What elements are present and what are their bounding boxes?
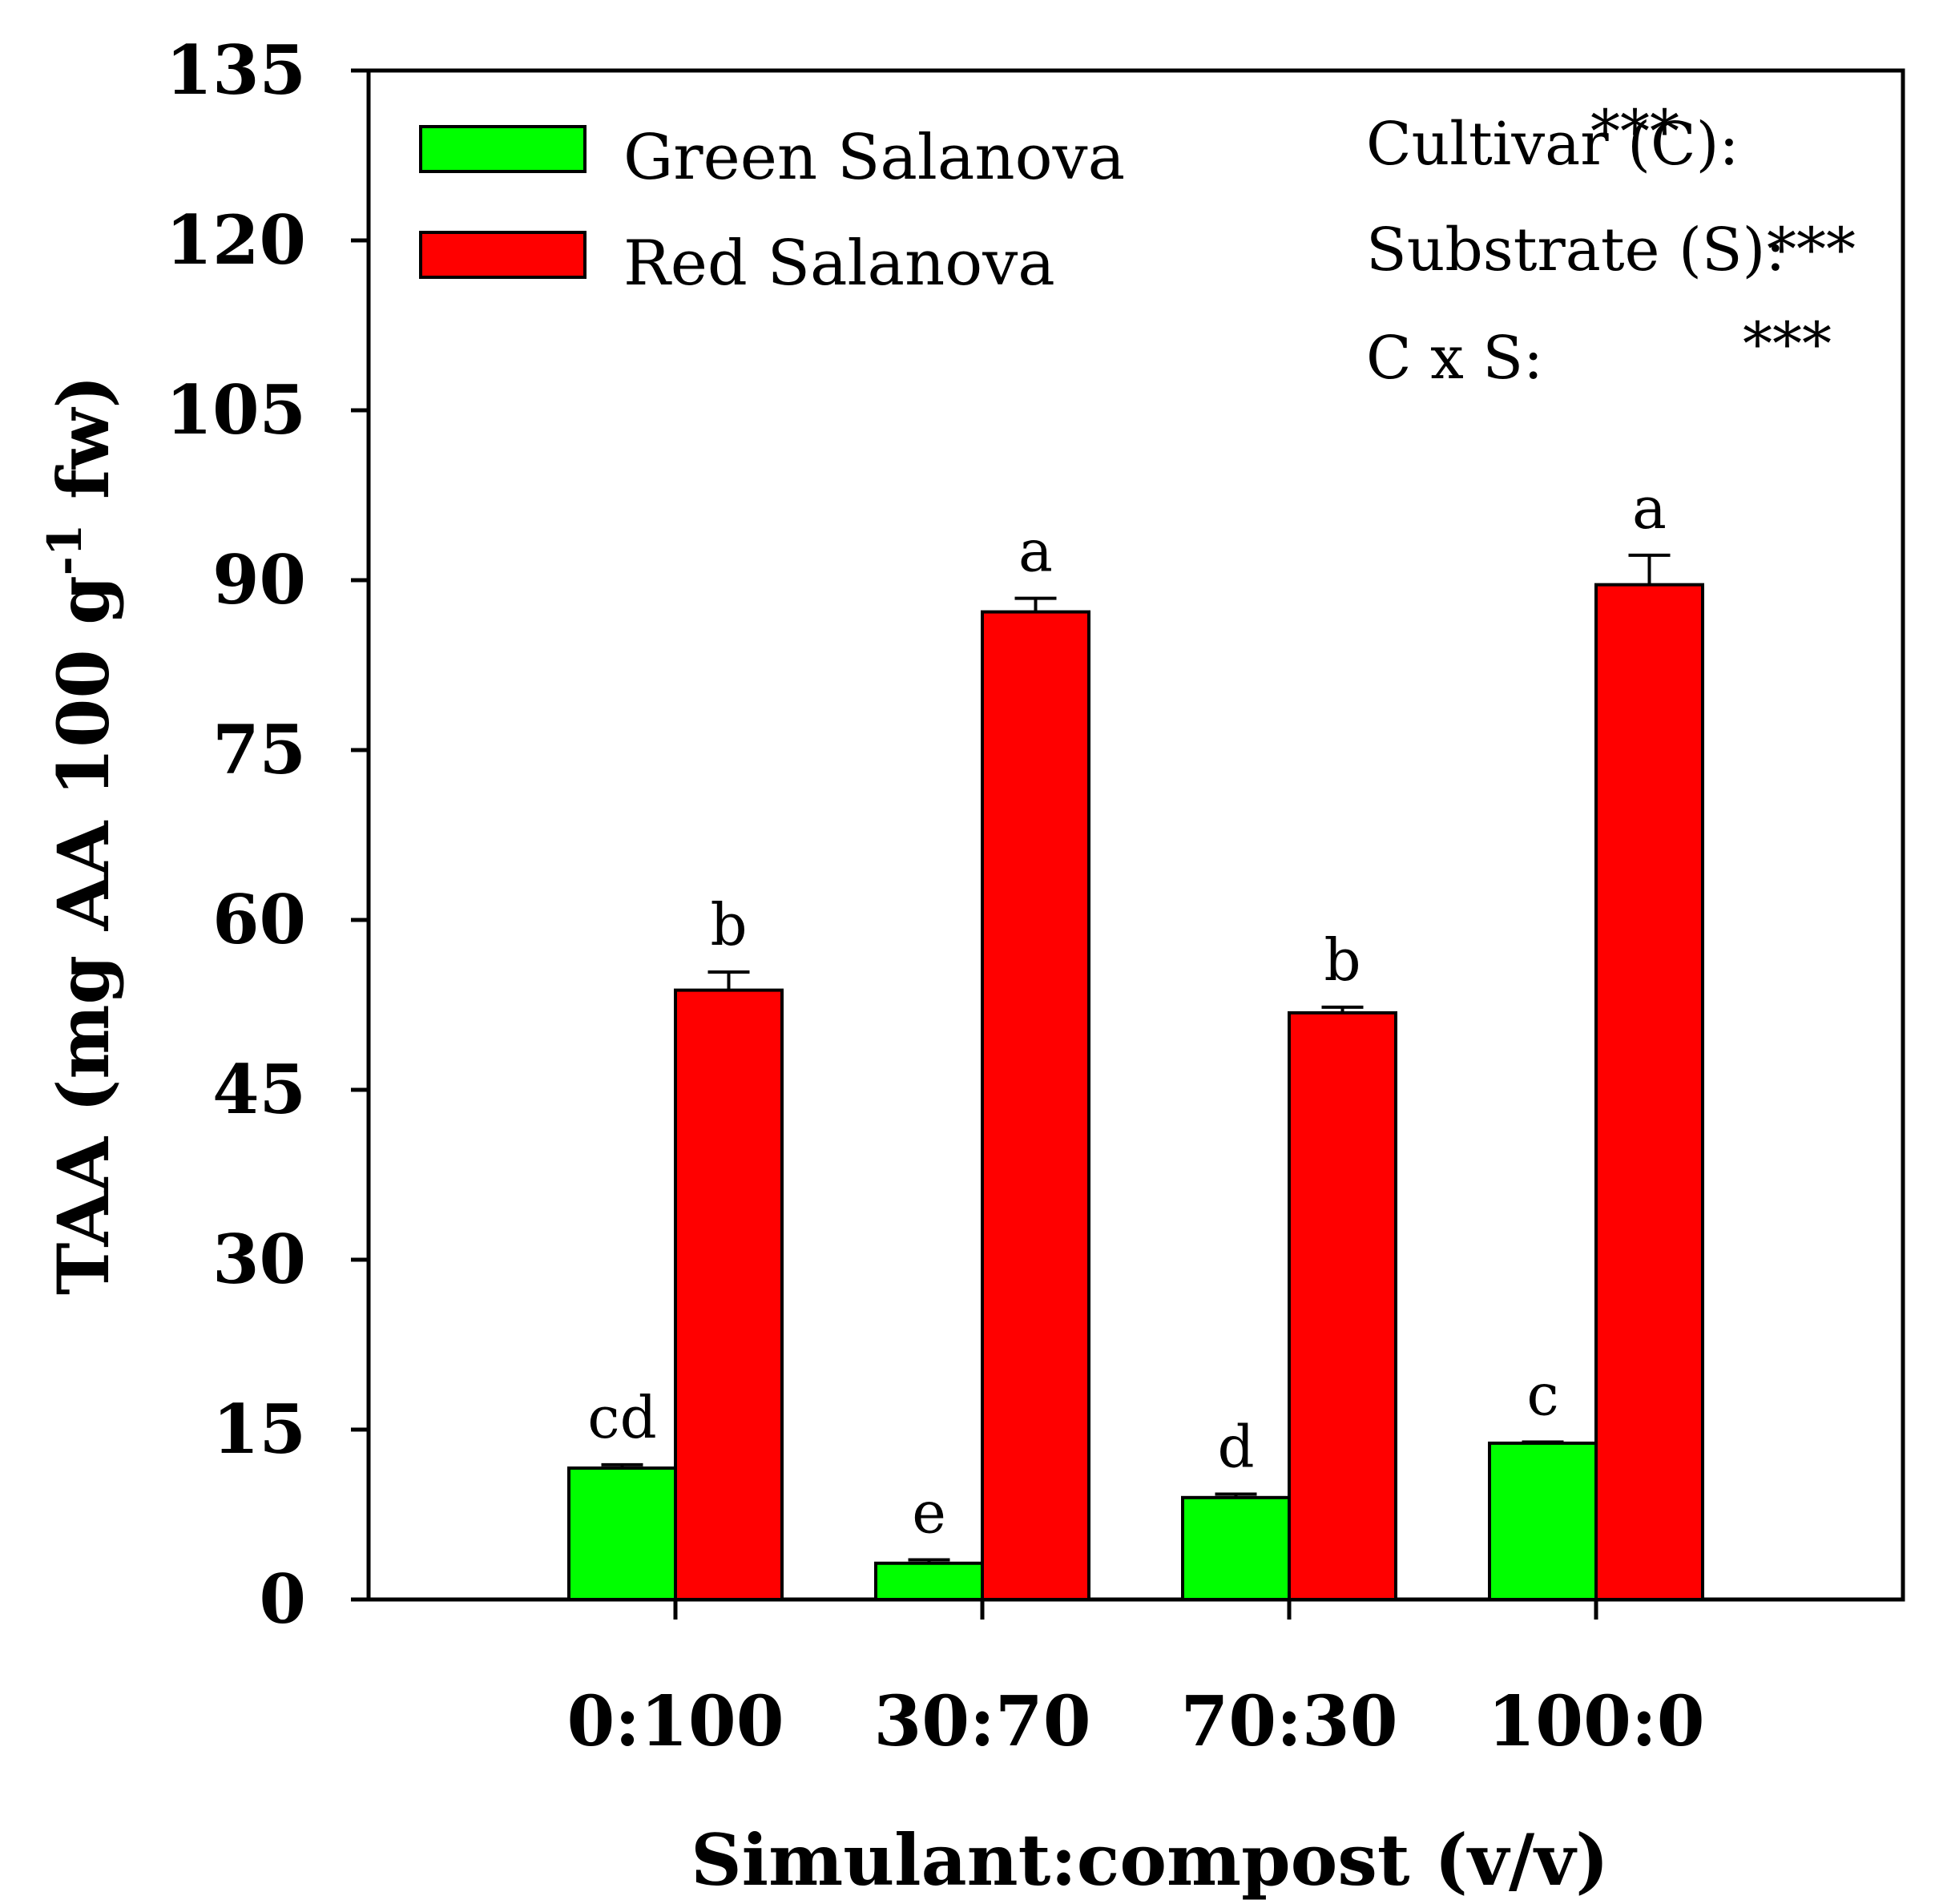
legend-label-green-salanova: Green Salanova — [623, 122, 1125, 194]
bar-red-salanova — [1288, 1010, 1397, 1601]
x-category-label: 100:0 — [1487, 1681, 1704, 1762]
bar-green-salanova — [567, 1466, 677, 1602]
legend-swatch-green-salanova — [419, 125, 587, 173]
bar-green-salanova — [1181, 1495, 1291, 1602]
legend-swatch-red-salanova — [419, 231, 587, 279]
significance-letter: b — [710, 891, 747, 958]
x-category-label: 30:70 — [873, 1681, 1090, 1762]
y-tick-label: 120 — [166, 200, 306, 280]
x-axis: 0:100 30:70 70:30 100:0 — [566, 1599, 1705, 1762]
significance-letter: cd — [587, 1384, 656, 1451]
significance-letter: e — [912, 1479, 946, 1547]
y-axis: 0 15 30 45 60 75 90 105 120 135 — [166, 30, 369, 1639]
legend: Green Salanova Red Salanova — [419, 122, 1125, 300]
significance-letter: a — [1018, 518, 1053, 585]
y-tick-label: 45 — [212, 1050, 306, 1129]
y-tick-label: 75 — [212, 710, 306, 789]
bar-red-salanova — [674, 988, 784, 1602]
plot-frame — [366, 68, 1905, 1602]
stat-label-substrate: Substrate (S): — [1366, 216, 1785, 284]
y-axis-title-main: TAA (mg AA 100 g — [42, 575, 125, 1295]
x-category-label: 70:30 — [1180, 1681, 1397, 1762]
y-tick-label: 60 — [212, 880, 306, 959]
stat-label-cultivar: Cultivar (C): — [1366, 110, 1739, 179]
stat-value-interaction: *** — [1743, 310, 1832, 379]
x-axis-title: Simulant:compost (v/v) — [691, 1818, 1609, 1902]
stat-value-cultivar: *** — [1590, 98, 1679, 167]
y-tick-label: 105 — [166, 370, 306, 450]
legend-label-red-salanova: Red Salanova — [623, 228, 1055, 300]
y-axis-title-end: fw) — [42, 375, 125, 524]
significance-letter: d — [1217, 1414, 1254, 1481]
y-tick-label: 135 — [166, 30, 306, 110]
bar-green-salanova — [874, 1561, 984, 1601]
stat-label-interaction: C x S: — [1366, 324, 1543, 393]
significance-letter: b — [1324, 926, 1361, 994]
y-tick-label: 0 — [260, 1559, 306, 1639]
stats-annotation: Cultivar (C): *** Substrate (S): *** C x… — [1366, 98, 1856, 393]
y-tick-label: 15 — [212, 1390, 306, 1469]
y-tick-label: 30 — [212, 1220, 306, 1299]
significance-letter: c — [1526, 1361, 1558, 1429]
stat-value-substrate: *** — [1767, 216, 1856, 284]
bar-green-salanova — [1488, 1441, 1598, 1601]
bar-red-salanova — [981, 610, 1090, 1601]
bar-red-salanova — [1594, 583, 1704, 1601]
bars-group: cd b e a d b c a — [567, 474, 1704, 1602]
significance-letter: a — [1632, 474, 1667, 542]
y-axis-title-superscript: -1 — [38, 524, 92, 575]
y-axis-title: TAA (mg AA 100 g-1 fw) — [38, 375, 125, 1295]
y-tick-label: 90 — [212, 540, 306, 619]
x-category-label: 0:100 — [566, 1681, 784, 1762]
